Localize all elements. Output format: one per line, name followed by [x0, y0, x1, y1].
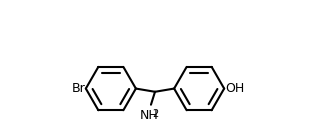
Text: Br: Br	[71, 82, 85, 95]
Text: 2: 2	[152, 109, 158, 119]
Text: NH: NH	[140, 109, 159, 122]
Text: OH: OH	[225, 82, 244, 95]
